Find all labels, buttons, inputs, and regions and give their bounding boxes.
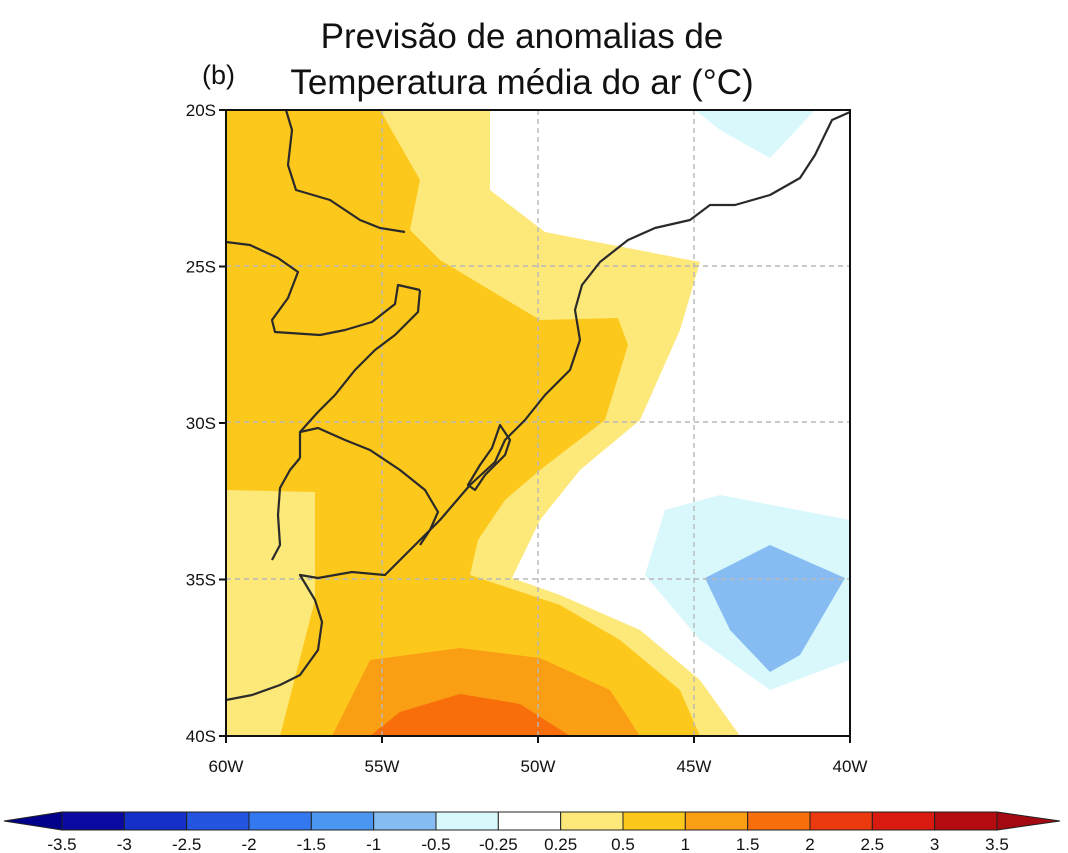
coastline-and-borders — [226, 110, 850, 702]
lon-tick-label: 45W — [677, 757, 712, 776]
colorbar: -3.5 -3 -2.5 -2 -1.5 -1 -0.5 -0.25 0.25 0.5 1 1.5 2 2… — [3, 811, 1061, 853]
map-plot-area — [226, 110, 850, 736]
lat-tick-label: 20S — [186, 101, 216, 120]
colorbar-label: 1 — [681, 835, 690, 853]
colorbar-swatch — [622, 811, 686, 831]
border-uruguay — [271, 426, 440, 561]
field-pos-15-2 — [370, 694, 570, 736]
colorbar-label: 0.5 — [611, 835, 635, 853]
field-neg-025-05-north — [695, 110, 815, 158]
colorbar-swatch — [186, 811, 250, 831]
colorbar-label: -3.5 — [47, 835, 76, 853]
panel-label: (b) — [202, 60, 235, 90]
colorbar-swatch — [934, 811, 998, 831]
colorbar-swatch — [310, 811, 375, 831]
colorbar-swatch — [435, 811, 499, 831]
colorbar-high-arrow — [996, 811, 1061, 831]
latitude-axis: 20S 25S 30S 35S 40S — [186, 101, 226, 746]
colorbar-label: -1.5 — [297, 835, 326, 853]
colorbar-label: 3 — [930, 835, 939, 853]
border-argentina-paraguay — [226, 240, 421, 337]
lon-tick-label: 40W — [833, 757, 868, 776]
colorbar-label: -0.25 — [479, 835, 518, 853]
colorbar-swatch — [809, 811, 873, 831]
lon-tick-label: 55W — [365, 757, 400, 776]
atlantic-coastline — [226, 110, 850, 702]
lat-tick-label: 25S — [186, 258, 216, 277]
colorbar-label: -0.5 — [421, 835, 450, 853]
lat-tick-label: 40S — [186, 727, 216, 746]
map-title-line1: Previsão de anomalias de — [320, 17, 724, 56]
colorbar-label: 1.5 — [736, 835, 760, 853]
border-paraguay-north — [284, 110, 406, 234]
colorbar-label: -2 — [241, 835, 256, 853]
field-neg-05-1 — [705, 545, 845, 672]
colorbar-low-arrow — [3, 811, 63, 831]
colorbar-swatch — [871, 811, 936, 831]
lon-tick-label: 50W — [521, 757, 556, 776]
colorbar-swatch — [560, 811, 624, 831]
lat-tick-label: 35S — [186, 571, 216, 590]
lat-tick-label: 30S — [186, 414, 216, 433]
colorbar-label: 0.25 — [544, 835, 577, 853]
map-gridlines — [226, 110, 850, 736]
colorbar-swatch — [373, 811, 437, 831]
border-argentina-brazil — [298, 289, 422, 458]
colorbar-swatch — [497, 811, 562, 831]
colorbar-swatch — [123, 811, 188, 831]
map-title-line2: Temperatura média do ar (°C) — [290, 63, 754, 102]
colorbar-swatch — [684, 811, 749, 831]
colorbar-label: -1 — [366, 835, 381, 853]
colorbar-label: 2 — [805, 835, 814, 853]
lon-tick-label: 60W — [209, 757, 244, 776]
lagoa-dos-patos — [466, 423, 512, 492]
colorbar-label: 3.5 — [985, 835, 1009, 853]
colorbar-swatch — [61, 811, 125, 831]
colorbar-label: -2.5 — [172, 835, 201, 853]
longitude-axis: 60W 55W 50W 45W 40W — [209, 736, 868, 776]
colorbar-swatch — [248, 811, 312, 831]
colorbar-label: -3 — [117, 835, 132, 853]
colorbar-swatch — [747, 811, 811, 831]
colorbar-label: 2.5 — [861, 835, 885, 853]
